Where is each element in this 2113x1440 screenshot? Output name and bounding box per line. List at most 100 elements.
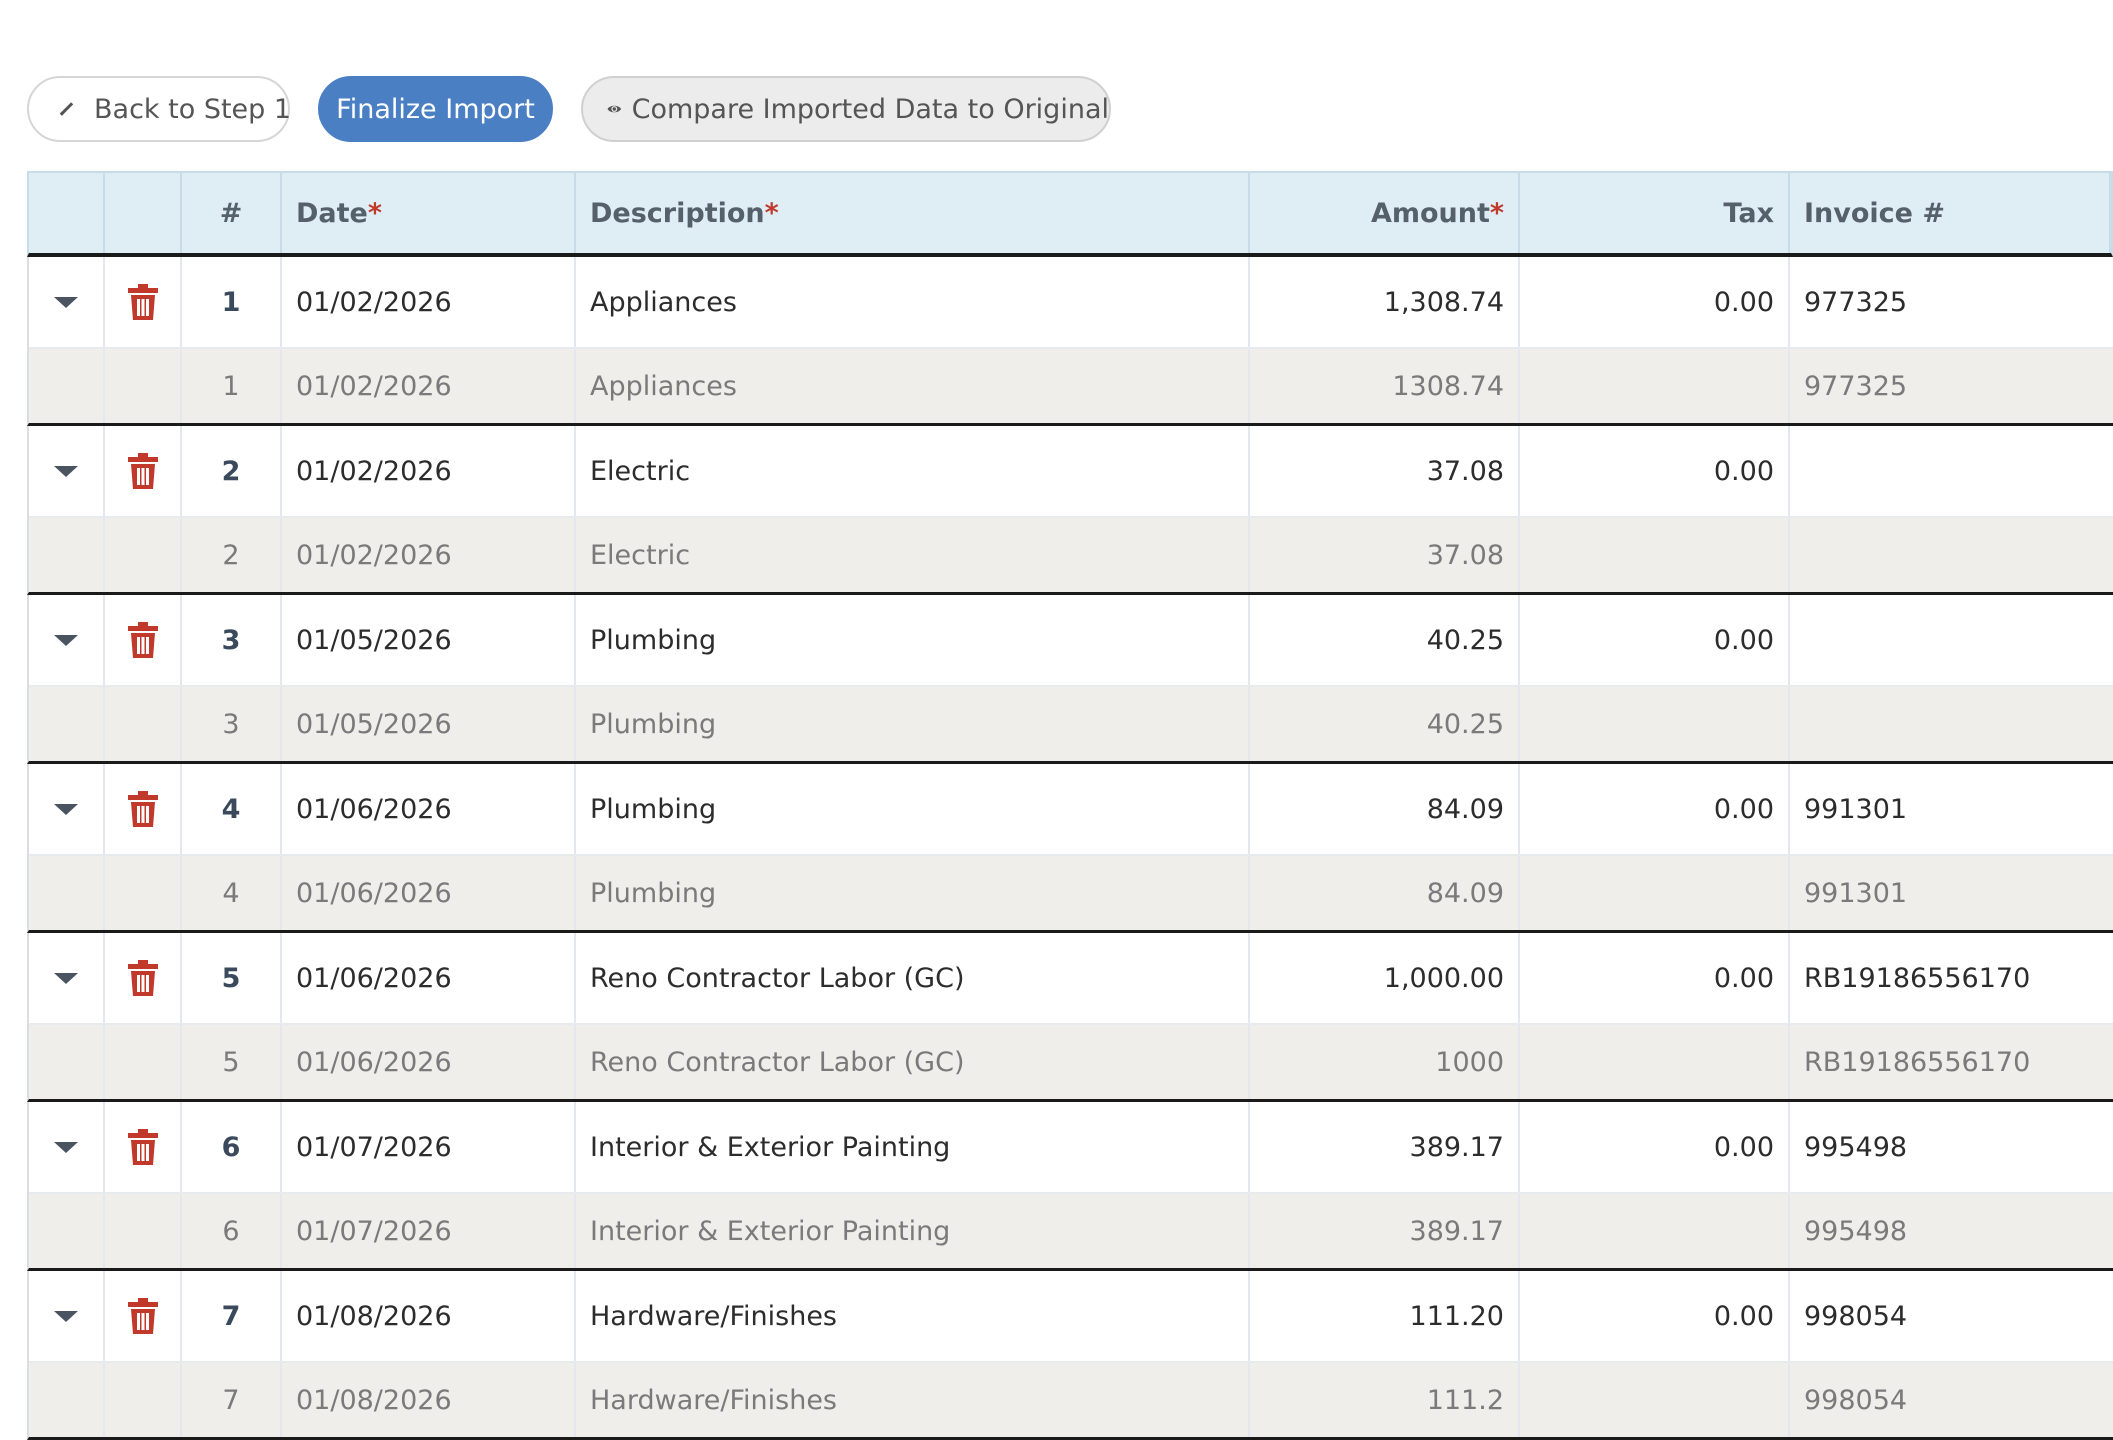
cell-amount[interactable]: 40.25	[1250, 595, 1520, 685]
empty-cell	[29, 1194, 105, 1268]
delete-row-button[interactable]	[105, 933, 182, 1023]
delete-row-button[interactable]	[105, 595, 182, 685]
trash-icon[interactable]	[127, 1129, 158, 1165]
expand-toggle[interactable]	[29, 764, 105, 854]
original-data-row: 7 01/08/2026 Hardware/Finishes 111.2 998054	[29, 1363, 2113, 1437]
table-row-group: 6 01/07/2026 Interior & Exterior Painting 3…	[27, 1102, 2113, 1271]
cell-invoice[interactable]: 991301	[1804, 793, 1908, 825]
empty-cell	[29, 1025, 105, 1099]
cell-amount[interactable]: 389.17	[1250, 1102, 1520, 1192]
header-tax[interactable]: Tax	[1520, 173, 1790, 253]
cell-invoice[interactable]: 995498	[1804, 1131, 1908, 1163]
back-to-step-1-button[interactable]: Back to Step 1	[27, 76, 291, 142]
cell-tax[interactable]: 0.00	[1520, 933, 1790, 1023]
cell-description[interactable]: Appliances	[576, 257, 1250, 347]
caret-down-icon[interactable]	[54, 1310, 78, 1322]
trash-icon[interactable]	[127, 1298, 158, 1334]
cell-amount[interactable]: 84.09	[1250, 764, 1520, 854]
cell-tax[interactable]: 0.00	[1520, 1271, 1790, 1361]
trash-icon[interactable]	[127, 960, 158, 996]
cell-amount[interactable]: 1,308.74	[1250, 257, 1520, 347]
original-cell-amount: 1000	[1250, 1025, 1520, 1099]
cell-invoice[interactable]: 998054	[1804, 1300, 1908, 1332]
header-description[interactable]: Description *	[576, 173, 1250, 253]
required-mark: *	[367, 197, 382, 229]
cell-description[interactable]: Hardware/Finishes	[576, 1271, 1250, 1361]
cell-date[interactable]: 01/06/2026	[282, 764, 576, 854]
empty-cell	[29, 856, 105, 930]
cell-tax[interactable]: 0.00	[1520, 426, 1790, 516]
header-invoice[interactable]: Invoice #	[1790, 173, 2111, 253]
caret-down-icon[interactable]	[54, 634, 78, 646]
caret-down-icon[interactable]	[54, 1141, 78, 1153]
cell-date[interactable]: 01/05/2026	[282, 595, 576, 685]
original-cell-amount: 40.25	[1250, 687, 1520, 761]
finalize-button-label: Finalize Import	[336, 93, 535, 125]
original-cell-tax	[1520, 518, 1790, 592]
original-cell-num: 1	[182, 349, 282, 423]
table-row: 1 01/02/2026 Appliances 1,308.74 0.00 977325	[29, 257, 2113, 349]
cell-description[interactable]: Electric	[576, 426, 1250, 516]
original-cell-invoice	[1790, 687, 2113, 761]
expand-toggle[interactable]	[29, 595, 105, 685]
finalize-import-button[interactable]: Finalize Import	[318, 76, 553, 142]
cell-amount[interactable]: 111.20	[1250, 1271, 1520, 1361]
cell-amount[interactable]: 1,000.00	[1250, 933, 1520, 1023]
expand-toggle[interactable]	[29, 1271, 105, 1361]
trash-icon[interactable]	[127, 622, 158, 658]
original-cell-date: 01/06/2026	[282, 856, 576, 930]
cell-date[interactable]: 01/02/2026	[282, 426, 576, 516]
cell-date[interactable]: 01/06/2026	[282, 933, 576, 1023]
cell-tax[interactable]: 0.00	[1520, 1102, 1790, 1192]
caret-down-icon[interactable]	[54, 803, 78, 815]
cell-amount[interactable]: 37.08	[1250, 426, 1520, 516]
cell-tax[interactable]: 0.00	[1520, 595, 1790, 685]
trash-icon[interactable]	[127, 791, 158, 827]
delete-row-button[interactable]	[105, 764, 182, 854]
caret-down-icon[interactable]	[54, 296, 78, 308]
cell-tax[interactable]: 0.00	[1520, 764, 1790, 854]
original-data-row: 1 01/02/2026 Appliances 1308.74 977325	[29, 349, 2113, 423]
trash-icon[interactable]	[127, 284, 158, 320]
original-cell-invoice: 977325	[1804, 370, 1908, 402]
table-row-group: 1 01/02/2026 Appliances 1,308.74 0.00 977325 1…	[27, 257, 2113, 426]
cell-num: 4	[182, 764, 282, 854]
original-cell-description: Hardware/Finishes	[576, 1363, 1250, 1437]
cell-date[interactable]: 01/07/2026	[282, 1102, 576, 1192]
header-amount[interactable]: Amount *	[1250, 173, 1520, 253]
cell-invoice[interactable]: 977325	[1804, 286, 1908, 318]
empty-cell	[29, 349, 105, 423]
table-row-group: 3 01/05/2026 Plumbing 40.25 0.00 3 01/05/2026 P…	[27, 595, 2113, 764]
cell-description[interactable]: Interior & Exterior Painting	[576, 1102, 1250, 1192]
caret-down-icon[interactable]	[54, 465, 78, 477]
expand-toggle[interactable]	[29, 933, 105, 1023]
header-num-label: #	[219, 197, 243, 229]
empty-cell	[29, 518, 105, 592]
trash-icon[interactable]	[127, 453, 158, 489]
cell-description[interactable]: Plumbing	[576, 764, 1250, 854]
cell-description[interactable]: Plumbing	[576, 595, 1250, 685]
delete-row-button[interactable]	[105, 426, 182, 516]
cell-description[interactable]: Reno Contractor Labor (GC)	[576, 933, 1250, 1023]
original-data-row: 3 01/05/2026 Plumbing 40.25	[29, 687, 2113, 761]
cell-invoice[interactable]	[1790, 426, 2113, 516]
compare-imported-data-button[interactable]: Compare Imported Data to Original	[581, 76, 1111, 142]
header-amount-label: Amount	[1370, 197, 1490, 229]
table-row-group: 2 01/02/2026 Electric 37.08 0.00 2 01/02/2026 E…	[27, 426, 2113, 595]
expand-toggle[interactable]	[29, 257, 105, 347]
cell-date[interactable]: 01/02/2026	[282, 257, 576, 347]
cell-invoice[interactable]	[1790, 595, 2113, 685]
original-cell-tax	[1520, 1194, 1790, 1268]
table-row-group: 4 01/06/2026 Plumbing 84.09 0.00 991301 4 01/06…	[27, 764, 2113, 933]
cell-date[interactable]: 01/08/2026	[282, 1271, 576, 1361]
header-num[interactable]: #	[182, 173, 282, 253]
delete-row-button[interactable]	[105, 1102, 182, 1192]
delete-row-button[interactable]	[105, 1271, 182, 1361]
delete-row-button[interactable]	[105, 257, 182, 347]
cell-tax[interactable]: 0.00	[1520, 257, 1790, 347]
header-date[interactable]: Date *	[282, 173, 576, 253]
expand-toggle[interactable]	[29, 426, 105, 516]
caret-down-icon[interactable]	[54, 972, 78, 984]
expand-toggle[interactable]	[29, 1102, 105, 1192]
cell-invoice[interactable]: RB19186556170	[1804, 962, 2031, 994]
